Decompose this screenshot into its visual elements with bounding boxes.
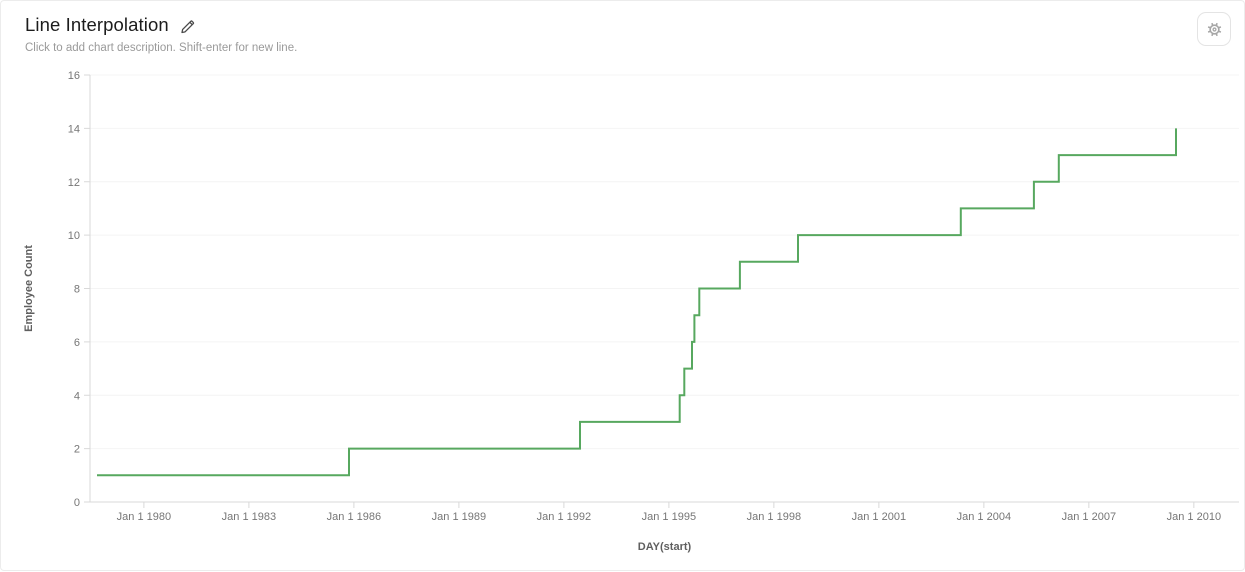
- x-tick-label: Jan 1 1989: [432, 511, 486, 523]
- y-tick-label: 16: [68, 70, 80, 82]
- x-tick-label: Jan 1 1992: [537, 511, 591, 523]
- y-tick-label: 6: [74, 337, 80, 349]
- x-tick-label: Jan 1 2007: [1062, 511, 1116, 523]
- y-tick-label: 14: [68, 123, 80, 135]
- x-tick-label: Jan 1 2001: [852, 511, 906, 523]
- x-tick-label: Jan 1 1998: [747, 511, 801, 523]
- chart-description-placeholder[interactable]: Click to add chart description. Shift-en…: [25, 42, 298, 54]
- y-tick-label: 0: [74, 497, 80, 509]
- y-tick-label: 4: [74, 390, 80, 402]
- y-tick-label: 12: [68, 177, 80, 189]
- x-tick-label: Jan 1 1983: [222, 511, 276, 523]
- edit-title-button[interactable]: [179, 17, 197, 35]
- chart-title[interactable]: Line Interpolation: [25, 14, 169, 35]
- gear-icon: [1207, 22, 1221, 36]
- y-tick-label: 2: [74, 444, 80, 456]
- chart-settings-button[interactable]: [1197, 12, 1231, 46]
- x-tick-label: Jan 1 1980: [117, 511, 171, 523]
- x-tick-label: Jan 1 1986: [327, 511, 381, 523]
- chart-header: Line Interpolation Click to add chart de…: [25, 13, 297, 54]
- x-tick-label: Jan 1 2010: [1167, 511, 1221, 523]
- x-tick-label: Jan 1 1995: [642, 511, 696, 523]
- employee-count-step-line[interactable]: [97, 128, 1177, 477]
- pencil-icon: [181, 20, 194, 34]
- y-tick-label: 10: [68, 230, 80, 242]
- x-tick-label: Jan 1 2004: [957, 511, 1011, 523]
- y-axis-title: Employee Count: [23, 245, 35, 332]
- y-tick-label: 8: [74, 284, 80, 296]
- x-axis-title: DAY(start): [638, 541, 692, 553]
